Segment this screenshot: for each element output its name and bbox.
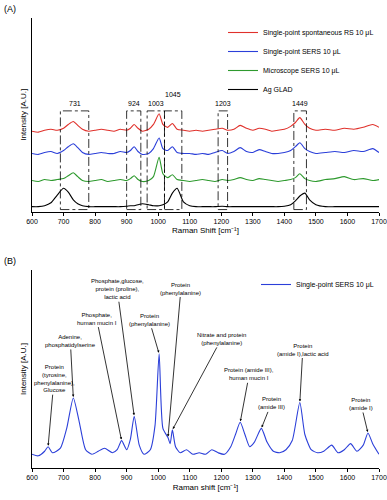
svg-text:Protein(tyrosine,phenylalanine: Protein(tyrosine,phenylalanine),Glucose (34, 364, 75, 393)
svg-text:1400: 1400 (277, 474, 293, 481)
svg-text:800: 800 (89, 474, 101, 481)
svg-text:1003: 1003 (148, 100, 164, 107)
svg-text:900: 900 (121, 218, 133, 225)
svg-text:1500: 1500 (308, 474, 324, 481)
svg-text:Protein (amide III),human muci: Protein (amide III),human mucin I (224, 367, 274, 381)
svg-text:1100: 1100 (182, 218, 197, 225)
svg-text:600: 600 (26, 218, 38, 225)
svg-text:Intensity [A.U.]: Intensity [A.U.] (19, 89, 28, 141)
svg-text:600: 600 (26, 474, 38, 481)
svg-text:700: 700 (58, 218, 70, 225)
svg-text:Raman shift [cm⁻¹]: Raman shift [cm⁻¹] (173, 483, 239, 492)
svg-text:Single-point SERS 10 μL: Single-point SERS 10 μL (263, 48, 341, 56)
svg-text:900: 900 (121, 474, 133, 481)
svg-text:Protein(phenylalanine): Protein(phenylalanine) (160, 282, 201, 296)
svg-text:Protein(phenylalanine): Protein(phenylalanine) (129, 313, 170, 327)
svg-text:1600: 1600 (340, 474, 356, 481)
svg-text:1200: 1200 (213, 218, 229, 225)
svg-text:700: 700 (58, 474, 70, 481)
svg-text:800: 800 (89, 218, 101, 225)
svg-text:Intensity [A.U.]: Intensity [A.U.] (19, 343, 28, 395)
svg-text:Microscope SERS 10 μL: Microscope SERS 10 μL (263, 67, 340, 75)
svg-text:Phosphate,glucose,protein (pro: Phosphate,glucose,protein (proline),lact… (91, 278, 144, 300)
svg-text:1700: 1700 (371, 218, 387, 225)
svg-text:1600: 1600 (340, 218, 356, 225)
svg-text:(B): (B) (4, 256, 16, 266)
svg-text:1200: 1200 (213, 474, 229, 481)
svg-text:1400: 1400 (277, 218, 293, 225)
svg-text:Single-point SERS 10 μL: Single-point SERS 10 μL (296, 281, 374, 289)
svg-text:Raman Shift [cm⁻¹]: Raman Shift [cm⁻¹] (172, 226, 239, 235)
svg-text:1700: 1700 (371, 474, 387, 481)
svg-text:Protein(amide III): Protein(amide III) (258, 396, 285, 410)
svg-text:1045: 1045 (165, 91, 181, 98)
svg-text:Adenine,phosphatidylserine: Adenine,phosphatidylserine (45, 334, 96, 348)
svg-text:Protein(amide I),lactic acid: Protein(amide I),lactic acid (277, 343, 329, 357)
svg-text:731: 731 (69, 100, 81, 107)
svg-text:1500: 1500 (308, 218, 324, 225)
svg-text:1300: 1300 (245, 218, 261, 225)
svg-text:1203: 1203 (215, 100, 231, 107)
svg-text:Single-point spontaneous RS 10: Single-point spontaneous RS 10 μL (263, 29, 373, 37)
svg-text:1449: 1449 (292, 100, 308, 107)
svg-text:Ag GLAD: Ag GLAD (263, 86, 293, 94)
svg-text:Phosphate,human mucin I: Phosphate,human mucin I (77, 312, 117, 326)
svg-text:(A): (A) (4, 4, 16, 14)
svg-text:1000: 1000 (150, 474, 166, 481)
svg-text:1000: 1000 (150, 218, 166, 225)
svg-text:1100: 1100 (182, 474, 197, 481)
svg-text:924: 924 (128, 100, 140, 107)
svg-text:Protein(amide I): Protein(amide I) (349, 397, 373, 411)
svg-text:1300: 1300 (245, 474, 261, 481)
svg-text:Nitrate and protein(phenylalan: Nitrate and protein(phenylalanine) (197, 332, 246, 346)
